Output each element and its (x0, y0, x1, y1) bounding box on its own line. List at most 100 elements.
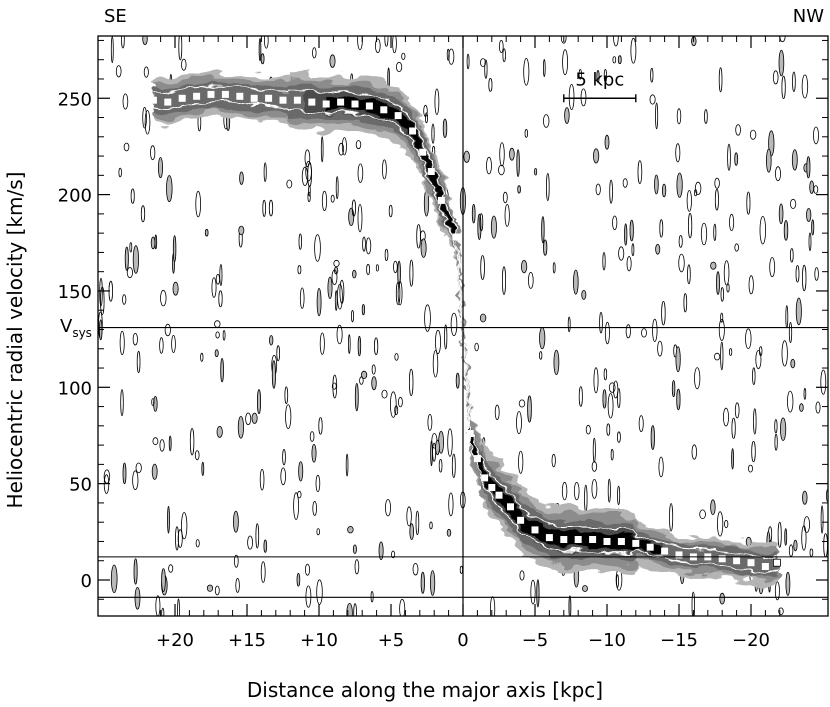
noise-blob (178, 36, 183, 61)
noise-blob (429, 521, 433, 530)
y-tick-label: 150 (58, 282, 92, 303)
noise-blob (774, 433, 778, 451)
noise-blob (523, 58, 530, 86)
noise-blob (655, 244, 661, 255)
noise-blob (545, 172, 550, 201)
noise-blob (746, 191, 751, 215)
noise-blob (617, 55, 622, 65)
noise-blob (135, 462, 142, 474)
noise-blob (716, 511, 724, 537)
noise-blob (120, 389, 124, 417)
rotation-curve-point (293, 96, 301, 104)
scale-bar: 5 kpc (563, 69, 637, 103)
noise-blob (122, 462, 127, 485)
noise-blob (728, 348, 733, 356)
noise-blob (144, 110, 151, 135)
noise-blob (432, 442, 437, 462)
noise-blob (704, 109, 708, 124)
vsys-label-main: V (60, 316, 73, 337)
noise-blob (541, 216, 545, 244)
noise-blob (352, 269, 357, 279)
noise-blob (799, 403, 804, 412)
noise-blob (789, 198, 797, 209)
noise-blob (710, 499, 716, 516)
noise-blob (319, 332, 325, 355)
noise-blob (151, 398, 155, 406)
y-tick-label: 50 (69, 475, 92, 496)
noise-blob (669, 503, 674, 532)
noise-blob (553, 349, 560, 376)
noise-blob (286, 179, 293, 189)
noise-blob (399, 598, 406, 616)
noise-blob (263, 539, 268, 553)
noise-blob (335, 176, 339, 200)
noise-blob (384, 36, 389, 47)
noise-blob (471, 203, 476, 224)
noise-blob (802, 490, 808, 505)
noise-blob (649, 94, 656, 105)
noise-blob (409, 523, 415, 540)
rotation-curve-point (437, 196, 445, 204)
noise-blob (585, 424, 591, 435)
noise-blob (494, 404, 500, 421)
noise-blob (350, 309, 354, 323)
rotation-curve-point (481, 474, 489, 482)
noise-blob (204, 228, 209, 237)
noise-blob (262, 199, 267, 217)
noise-blob (527, 271, 534, 289)
noise-blob (745, 328, 752, 350)
noise-blob (339, 279, 345, 304)
noise-blob (206, 584, 214, 592)
noise-blob (126, 267, 133, 279)
noise-blob (792, 71, 796, 93)
noise-blob (312, 47, 317, 59)
noise-blob (534, 167, 538, 176)
noise-blob (347, 334, 351, 354)
noise-blob (164, 323, 171, 337)
noise-blob (336, 324, 343, 345)
noise-blob (311, 443, 317, 463)
noise-blob (345, 453, 349, 477)
noise-blob (520, 259, 528, 274)
noise-blob (434, 329, 441, 355)
noise-blob (530, 579, 536, 605)
noise-blob (691, 444, 697, 460)
noise-blob (759, 215, 766, 245)
noise-blob (394, 353, 399, 361)
noise-blob (788, 544, 794, 557)
noise-blob (298, 233, 302, 250)
noise-blob (490, 215, 497, 239)
noise-blob (155, 595, 161, 616)
noise-blob (308, 185, 311, 197)
noise-blob (509, 147, 515, 161)
noise-blob (284, 386, 289, 405)
noise-blob (215, 273, 220, 285)
noise-blob (568, 595, 572, 616)
noise-blob (731, 417, 736, 439)
noise-blob (580, 88, 587, 107)
noise-blob (330, 194, 335, 203)
noise-blob (806, 208, 812, 222)
noise-blob (258, 37, 262, 62)
x-tick-label: +15 (228, 630, 266, 651)
noise-blob (446, 528, 452, 537)
noise-blob (371, 376, 377, 391)
noise-blob (678, 253, 685, 273)
noise-blob (502, 191, 508, 204)
noise-blob (806, 156, 811, 179)
rotation-curve-point (250, 94, 258, 102)
noise-blob (355, 140, 362, 150)
noise-blob (591, 461, 598, 472)
noise-blob (752, 367, 756, 386)
noise-blob (573, 481, 580, 501)
noise-blob (181, 512, 188, 540)
noise-blob (130, 188, 135, 204)
noise-blob (602, 389, 607, 409)
noise-blob (397, 260, 401, 286)
noise-blob (694, 367, 701, 390)
noise-blob (132, 470, 139, 491)
noise-blob (783, 220, 789, 241)
noise-blob (451, 453, 456, 479)
noise-blob (781, 340, 788, 367)
noise-blob (331, 269, 338, 286)
